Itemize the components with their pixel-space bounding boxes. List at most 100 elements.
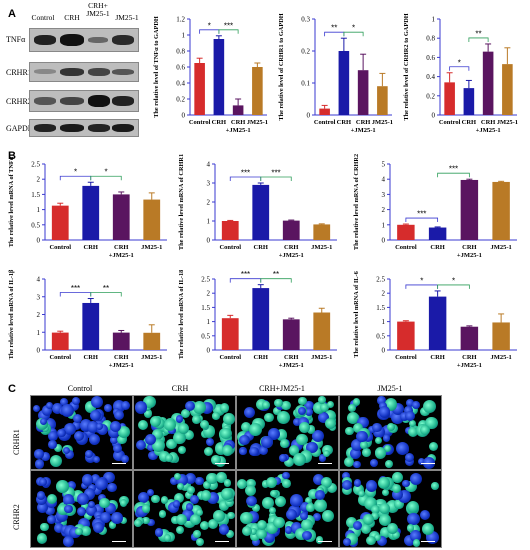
y-tick-label: 1.5 <box>31 191 40 199</box>
cell-nucleus <box>175 414 184 423</box>
cell-nucleus <box>134 519 143 527</box>
cell-nucleus <box>302 411 312 422</box>
wb-band <box>60 97 84 105</box>
cell-nucleus <box>36 491 46 500</box>
cell-nucleus <box>370 459 379 468</box>
cell-nucleus <box>258 445 268 455</box>
wb-band <box>88 95 110 107</box>
significance-bracket <box>343 31 364 37</box>
wb-band <box>34 69 56 74</box>
cell-nucleus <box>353 479 362 487</box>
wb-band <box>88 37 108 43</box>
x-tick-label: CRH <box>84 354 98 361</box>
cell-nucleus <box>227 511 235 519</box>
cell-nucleus <box>141 504 151 513</box>
significance-bracket <box>405 284 439 289</box>
cell-nucleus <box>151 494 160 503</box>
x-tick-label: +JM25-1 <box>109 362 134 369</box>
x-tick-label: Control <box>395 244 417 251</box>
cell-nucleus <box>121 400 131 410</box>
cell-nucleus <box>96 423 108 436</box>
x-tick-label: +JM25-1 <box>457 252 482 259</box>
x-tick-label: Control <box>189 119 211 126</box>
cell-nucleus <box>412 538 421 547</box>
cell-nucleus <box>352 483 365 496</box>
bar-2 <box>282 319 300 350</box>
significance-label: *** <box>241 169 250 178</box>
cell-nucleus <box>342 480 353 491</box>
cell-nucleus <box>67 480 77 490</box>
bar-1 <box>428 296 447 350</box>
significance-bracket <box>260 278 292 283</box>
cell-nucleus <box>350 438 363 451</box>
significance-label: * <box>208 21 211 30</box>
y-tick-label: 5 <box>382 161 386 169</box>
cell-nucleus <box>237 479 248 490</box>
cell-nucleus <box>386 408 396 418</box>
cell-nucleus <box>292 417 301 426</box>
cell-nucleus <box>45 505 55 515</box>
cell-nucleus <box>190 495 200 505</box>
cell-nucleus <box>184 491 193 500</box>
cell-nucleus <box>85 401 97 413</box>
x-tick-label: Control <box>314 119 336 126</box>
y-tick-label: 0.2 <box>426 92 435 100</box>
cell-nucleus <box>364 486 377 499</box>
cell-nucleus <box>392 484 402 493</box>
panel-label-a: A <box>8 8 16 20</box>
cell-nucleus <box>377 396 386 405</box>
x-tick-label: CRH <box>337 119 351 126</box>
cell-nucleus <box>38 477 48 487</box>
cell-nucleus <box>174 492 185 503</box>
cell-nucleus <box>147 518 155 527</box>
x-tick-label: Control <box>439 119 461 126</box>
bar-chart-il18-mrna: The relative level mRNA of IL-18 0 0.5 1 1.5… <box>178 270 337 369</box>
cell-nucleus <box>81 502 89 511</box>
y-tick-label: 0.6 <box>176 64 185 72</box>
cell-nucleus <box>164 534 172 542</box>
wb-band <box>112 35 134 45</box>
x-tick-label: CRH <box>462 354 476 361</box>
cell-nucleus <box>77 518 90 530</box>
cell-nucleus <box>169 477 178 486</box>
cell-nucleus <box>175 525 185 535</box>
cell-nucleus <box>407 427 418 438</box>
y-tick-label: 3 <box>37 293 41 301</box>
x-tick-label: CRH <box>114 244 128 251</box>
cell-nucleus <box>392 489 403 500</box>
y-axis-label: The relative level of TNFα to GAPDH <box>153 16 160 118</box>
cell-nucleus <box>147 444 155 452</box>
cell-nucleus <box>376 536 387 547</box>
cell-nucleus <box>46 514 56 524</box>
cell-nucleus <box>317 411 329 423</box>
cell-nucleus <box>41 405 53 417</box>
cell-nucleus <box>249 447 259 457</box>
cell-nucleus <box>298 396 307 406</box>
cell-nucleus <box>308 488 320 500</box>
cell-nucleus <box>219 500 230 511</box>
bar-2 <box>460 179 479 240</box>
cell-nucleus <box>83 487 96 500</box>
micro-image-crhr1-crh <box>133 395 236 470</box>
cell-nucleus <box>242 525 252 536</box>
cell-nucleus <box>300 519 313 532</box>
significance-bracket <box>229 176 262 181</box>
bar-0 <box>397 321 415 350</box>
cell-nucleus <box>203 446 213 456</box>
cell-nucleus <box>216 472 227 483</box>
cell-nucleus <box>382 434 391 442</box>
y-tick-label: 1.5 <box>201 304 210 312</box>
cell-nucleus <box>245 484 257 497</box>
micro-image-crhr2-crh <box>133 470 236 548</box>
cell-nucleus <box>319 402 330 413</box>
bar-1 <box>428 227 447 240</box>
y-tick-label: 0.8 <box>176 48 185 56</box>
y-axis-label: The relative level of CRHR1 to GAPDH <box>278 13 285 120</box>
cell-nucleus <box>353 521 363 531</box>
cell-nucleus <box>292 452 306 466</box>
cell-nucleus <box>152 438 166 452</box>
bar-2 <box>357 70 369 115</box>
cell-nucleus <box>423 457 435 469</box>
cell-nucleus <box>282 471 291 480</box>
cell-nucleus <box>154 528 164 537</box>
